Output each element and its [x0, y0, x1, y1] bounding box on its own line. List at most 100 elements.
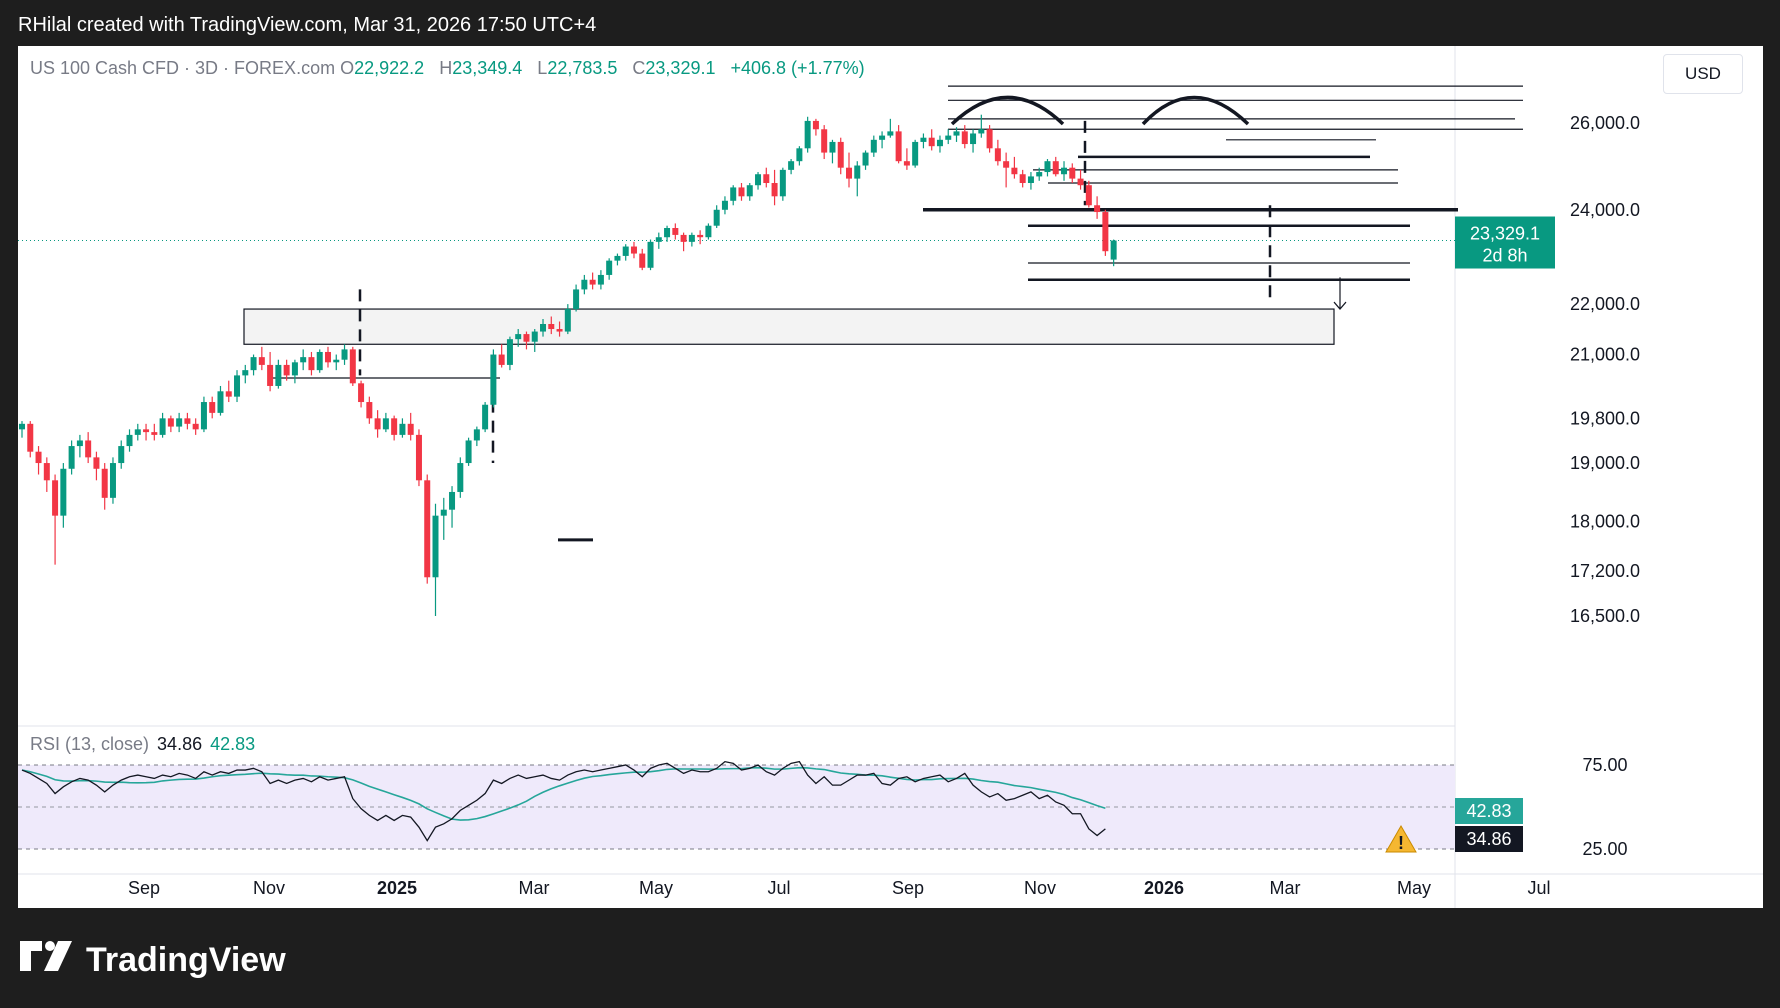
- candle-body: [209, 402, 216, 413]
- candle-body: [912, 141, 919, 166]
- candle-body: [994, 148, 1001, 162]
- candle-body: [895, 131, 902, 162]
- candle-body: [184, 418, 191, 424]
- price-tick-label: 24,000.0: [1570, 200, 1640, 220]
- candle-body: [879, 135, 886, 140]
- candle-body: [93, 457, 100, 469]
- chart-canvas[interactable]: 75.00 25.00 42.83 34.86! 26,000.0 24,000.0 22…: [18, 46, 1763, 908]
- time-tick-label: Sep: [892, 878, 924, 898]
- time-tick-label: Sep: [128, 878, 160, 898]
- target-arrow-head: [1333, 301, 1347, 310]
- candle-body: [746, 185, 753, 197]
- candle-body: [540, 324, 547, 332]
- tradingview-logo-icon: [20, 940, 76, 980]
- support-zone-rect: [243, 308, 1335, 345]
- candle-body: [19, 423, 25, 430]
- rsi-value-badge: [1455, 826, 1523, 852]
- candle-body: [68, 446, 75, 469]
- candle-body: [548, 324, 555, 330]
- candle-body: [655, 237, 662, 242]
- price-tick-label: 16,500.0: [1570, 606, 1640, 626]
- rsi-value-badge-label: 34.86: [1466, 829, 1511, 849]
- candle-body: [887, 131, 894, 136]
- symbol-legend: US 100 Cash CFD · 3D · FOREX.com O22,922…: [30, 58, 875, 79]
- candle-body: [1094, 205, 1101, 213]
- chart-drawings: [243, 85, 1523, 542]
- symbol-name: US 100 Cash CFD · 3D · FOREX.com: [30, 58, 336, 78]
- candle-body: [804, 120, 811, 149]
- candle-body: [374, 418, 381, 430]
- candle-body: [85, 440, 92, 458]
- current-price-label: 23,329.1: [1470, 224, 1540, 244]
- candle-body: [688, 234, 695, 242]
- candle-body: [763, 174, 770, 184]
- candle-body: [953, 131, 960, 136]
- candle-body: [192, 423, 199, 430]
- candle-body: [167, 418, 174, 427]
- price-axis: 26,000.0 24,000.0 22,000.0 21,000.0 19,800.0…: [1455, 113, 1640, 626]
- chart-frame[interactable]: 75.00 25.00 42.83 34.86! 26,000.0 24,000.0 22…: [18, 46, 1763, 908]
- candle-body: [1027, 176, 1034, 184]
- candle-body: [796, 148, 803, 162]
- candle-body: [846, 167, 852, 179]
- currency-button[interactable]: USD: [1663, 54, 1743, 94]
- high-value: 23,349.4: [452, 58, 523, 78]
- candle-body: [250, 357, 257, 371]
- chart-background: [18, 46, 1763, 908]
- candle-body: [738, 187, 745, 197]
- candle-body: [324, 351, 331, 363]
- price-tick-label: 19,800.0: [1570, 408, 1640, 428]
- candle-body: [581, 279, 588, 290]
- candle-body: [399, 423, 406, 435]
- candle-body: [1110, 240, 1117, 260]
- candle-body: [482, 404, 489, 430]
- candle-body: [606, 260, 613, 275]
- candle-body: [721, 200, 728, 210]
- candle-body: [812, 120, 819, 130]
- candle-body: [697, 234, 704, 238]
- candle-body: [978, 129, 985, 134]
- rsi-lower-label: 25.00: [1582, 839, 1627, 859]
- candle-body: [821, 129, 828, 153]
- brand-name: TradingView: [86, 940, 286, 979]
- candle-body: [333, 359, 340, 363]
- candle-body: [415, 434, 422, 481]
- candle-body: [465, 440, 472, 464]
- candle-body: [366, 402, 373, 419]
- double-top-arc-left: [950, 95, 1065, 126]
- candle-body: [506, 339, 513, 365]
- candle-body: [43, 463, 50, 481]
- time-tick-label: Mar: [519, 878, 550, 898]
- candle-body: [275, 364, 282, 386]
- candle-body: [176, 418, 183, 427]
- candle-body: [1011, 167, 1018, 175]
- current-price-badge: [1455, 216, 1555, 269]
- price-tick-label: 21,000.0: [1570, 345, 1640, 365]
- candle-body: [589, 279, 596, 285]
- candle-body: [449, 491, 456, 510]
- price-tick-label: 22,000.0: [1570, 294, 1640, 314]
- candle-body: [134, 429, 141, 435]
- rsi-upper-label: 75.00: [1582, 755, 1627, 775]
- candle-body: [705, 225, 712, 238]
- candle-body: [234, 375, 241, 397]
- bar-countdown-label: 2d 8h: [1482, 246, 1527, 266]
- candle-body: [217, 391, 224, 413]
- candle-body: [341, 349, 348, 360]
- rsi-pane: 75.00 25.00 42.83 34.86!: [18, 725, 1628, 859]
- candle-body: [903, 161, 910, 166]
- candle-body: [829, 141, 836, 153]
- candle-body: [664, 227, 671, 238]
- low-label: L: [537, 58, 548, 78]
- candle-body: [258, 357, 265, 365]
- rsi-band: [18, 765, 1455, 849]
- candle-body: [1102, 212, 1109, 252]
- high-label: H: [439, 58, 453, 78]
- candle-body: [316, 351, 323, 371]
- candle-body: [837, 141, 844, 168]
- candle-body: [101, 468, 108, 498]
- candle-body: [647, 241, 654, 268]
- candle-body: [945, 135, 952, 140]
- candle-body: [1085, 185, 1092, 206]
- chart-caption: RHilal created with TradingView.com, Mar…: [18, 14, 597, 36]
